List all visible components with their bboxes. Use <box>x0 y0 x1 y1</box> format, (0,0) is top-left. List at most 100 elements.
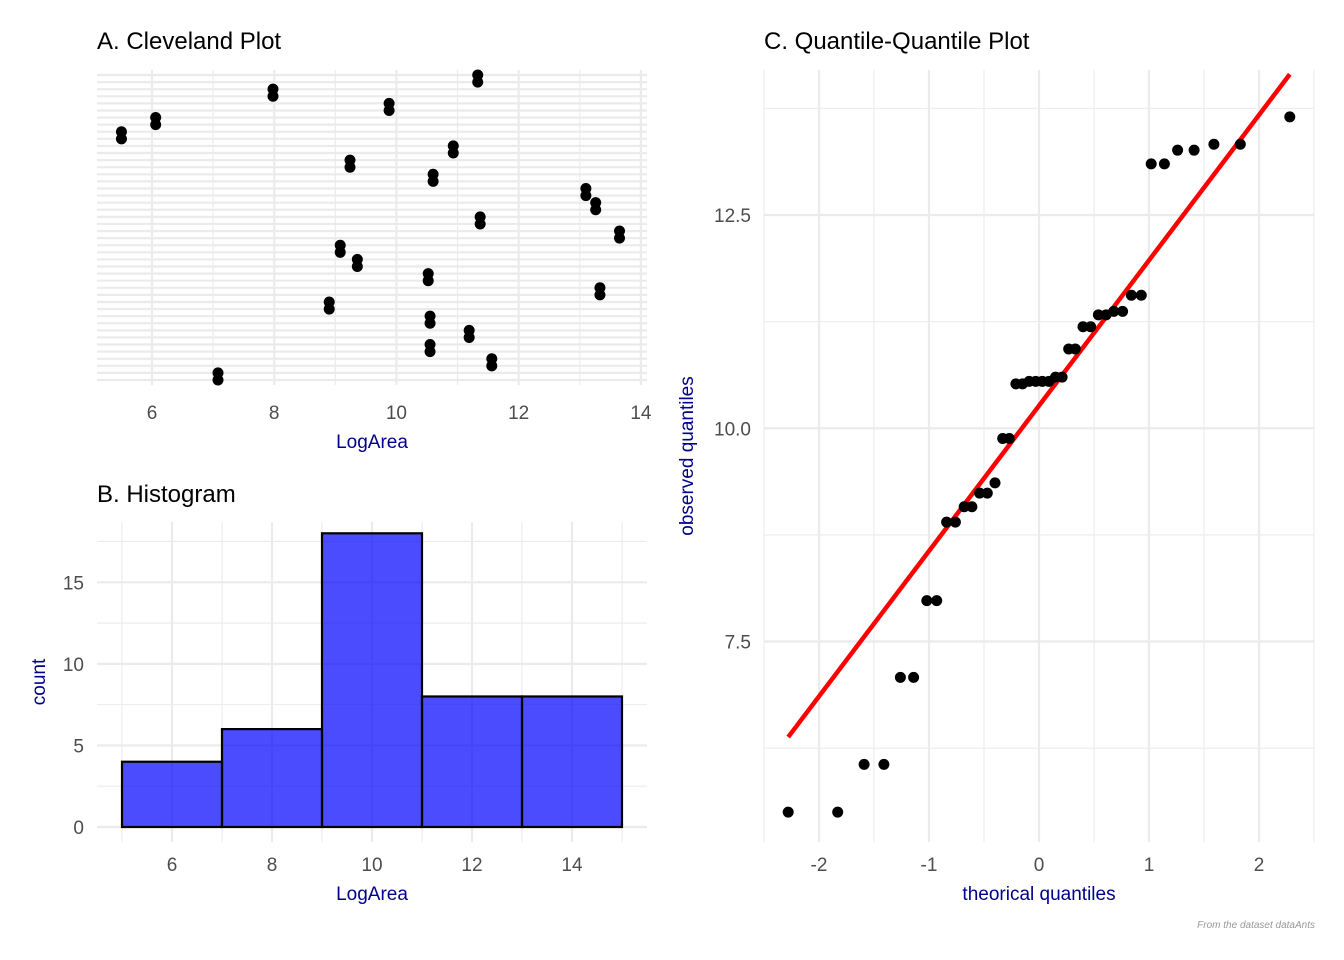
cleveland-point <box>344 161 356 173</box>
cleveland-point <box>447 147 459 159</box>
cleveland-point <box>580 190 592 202</box>
histogram-ticks: 6 8 10 12 14 0 5 10 15 <box>63 573 583 876</box>
qq-point <box>1135 289 1147 301</box>
cleveland-x-tick-label: 8 <box>269 403 280 424</box>
qq-point <box>1056 371 1068 383</box>
qq-x-tick-label: -1 <box>921 855 938 876</box>
cleveland-point <box>422 275 434 287</box>
qq-plot-ticks: -2 -1 0 1 2 7.5 10.0 12.5 <box>714 206 1264 876</box>
cleveland-x-tick-label: 6 <box>147 403 158 424</box>
cleveland-x-tick-label: 14 <box>630 403 652 424</box>
cleveland-point <box>383 104 395 116</box>
qq-point <box>1284 111 1296 123</box>
histogram-panel: 6 8 10 12 14 0 5 10 15 B. Histogram LogArea coun… <box>29 481 647 905</box>
qq-point <box>921 595 933 607</box>
qq-point <box>1077 321 1089 333</box>
cleveland-plot-x-ticks: 6 8 10 12 14 <box>147 403 652 424</box>
histogram-x-tick-label: 8 <box>267 855 278 876</box>
qq-point <box>958 501 970 513</box>
qq-plot-points <box>782 111 1296 818</box>
qq-point <box>931 595 943 607</box>
cleveland-point <box>150 119 162 131</box>
cleveland-point <box>594 289 606 301</box>
cleveland-point <box>472 76 484 88</box>
cleveland-point <box>590 204 602 216</box>
histogram-bar <box>320 532 424 829</box>
qq-point <box>1158 158 1170 170</box>
histogram-y-tick-label: 0 <box>73 818 84 839</box>
qq-plot-reference-line-group <box>786 72 1292 739</box>
qq-y-tick-label: 12.5 <box>714 206 751 227</box>
qq-plot-title: C. Quantile-Quantile Plot <box>764 28 1030 55</box>
histogram-bar <box>220 728 324 829</box>
qq-point <box>1208 138 1220 150</box>
qq-reference-line <box>786 72 1292 739</box>
qq-point <box>858 758 870 770</box>
cleveland-point <box>212 374 224 386</box>
qq-point <box>1234 138 1246 150</box>
qq-x-tick-label: 1 <box>1144 855 1155 876</box>
qq-point <box>1172 144 1184 156</box>
qq-point <box>1117 305 1129 317</box>
histogram-bar <box>120 760 224 829</box>
cleveland-point <box>614 232 625 244</box>
qq-point <box>894 671 906 683</box>
cleveland-plot-x-label: LogArea <box>336 432 408 453</box>
histogram-bar <box>520 695 624 829</box>
cleveland-x-tick-label: 12 <box>508 403 529 424</box>
qq-point <box>878 758 890 770</box>
cleveland-plot-grid <box>97 70 647 385</box>
qq-plot-y-label: observed quantiles <box>677 376 698 536</box>
qq-point <box>1069 343 1081 355</box>
qq-point <box>974 487 986 499</box>
qq-point <box>1085 321 1097 333</box>
qq-y-tick-label: 7.5 <box>725 633 751 654</box>
qq-point <box>981 487 993 499</box>
cleveland-point <box>424 346 436 358</box>
qq-point <box>1125 289 1137 301</box>
cleveland-plot-title: A. Cleveland Plot <box>97 28 281 55</box>
cleveland-point <box>323 303 335 315</box>
histogram-x-tick-label: 6 <box>167 855 178 876</box>
qq-point <box>1145 158 1157 170</box>
cleveland-point <box>486 360 498 372</box>
cleveland-point <box>474 218 486 230</box>
qq-x-tick-label: 2 <box>1254 855 1265 876</box>
qq-point <box>1108 305 1120 317</box>
histogram-y-label: count <box>29 658 50 705</box>
cleveland-point <box>115 133 127 145</box>
qq-point <box>1003 433 1015 445</box>
qq-point <box>949 516 961 528</box>
histogram-bars <box>120 532 624 829</box>
histogram-x-tick-label: 10 <box>361 855 382 876</box>
histogram-bar <box>420 695 524 829</box>
histogram-x-label: LogArea <box>336 884 408 905</box>
qq-point <box>989 477 1001 489</box>
qq-point <box>966 501 978 513</box>
qq-point <box>1092 309 1104 321</box>
histogram-y-tick-label: 10 <box>63 655 84 676</box>
qq-plot-x-label: theorical quantiles <box>962 884 1115 905</box>
source-caption: From the dataset dataAnts <box>1197 920 1315 931</box>
cleveland-point <box>463 331 475 343</box>
qq-point <box>782 806 794 818</box>
qq-x-tick-label: -2 <box>811 855 828 876</box>
histogram-title: B. Histogram <box>97 481 236 508</box>
qq-point <box>832 806 844 818</box>
histogram-y-tick-label: 5 <box>73 736 84 757</box>
cleveland-x-tick-label: 10 <box>386 403 407 424</box>
cleveland-point <box>267 90 279 102</box>
qq-point <box>941 516 953 528</box>
cleveland-point <box>334 246 346 258</box>
cleveland-point <box>424 317 436 329</box>
histogram-x-tick-label: 12 <box>461 855 482 876</box>
qq-plot-panel: -2 -1 0 1 2 7.5 10.0 12.5 C. Quantile-Quantile … <box>677 28 1315 905</box>
cleveland-point <box>351 261 363 273</box>
histogram-x-tick-label: 14 <box>561 855 583 876</box>
cleveland-plot-points <box>115 69 625 386</box>
cleveland-plot-panel: 6 8 10 12 14 A. Cleveland Plot LogArea <box>97 28 652 453</box>
cleveland-point <box>427 175 439 187</box>
qq-plot-grid <box>763 70 1315 842</box>
histogram-y-tick-label: 15 <box>63 573 84 594</box>
